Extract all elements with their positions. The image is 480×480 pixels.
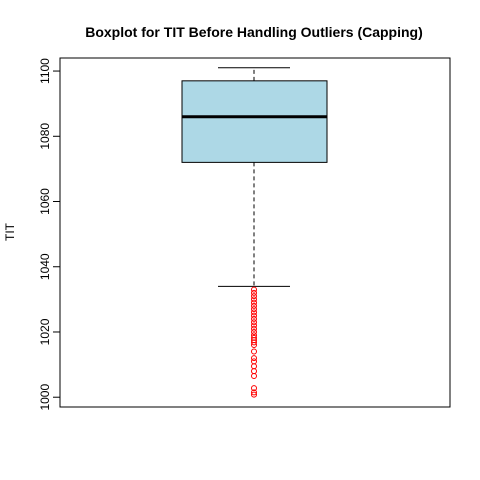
y-tick-label: 1020 (38, 318, 52, 345)
outlier-point (251, 319, 257, 326)
y-axis: 1000 1020 1040 1060 1080 1100 (38, 58, 61, 411)
chart-title: Boxplot for TIT Before Handling Outliers… (85, 24, 423, 40)
outlier-point (251, 373, 257, 380)
outlier-point (251, 309, 257, 316)
outlier-point (251, 299, 257, 306)
outlier-point (251, 293, 257, 300)
outlier-point (251, 391, 257, 398)
y-axis-label: TIT (3, 222, 17, 241)
y-tick-label: 1000 (38, 384, 52, 411)
outlier-point (251, 302, 257, 309)
outlier-point (251, 328, 257, 335)
outlier-point (251, 325, 257, 332)
outlier-point (251, 296, 257, 303)
outlier-point (251, 348, 257, 355)
y-tick-label: 1060 (38, 188, 52, 215)
outlier-point (251, 315, 257, 322)
y-tick-label: 1100 (38, 58, 52, 84)
box-group (181, 67, 328, 287)
outlier-point (251, 389, 257, 396)
outlier-point (251, 355, 257, 362)
outlier-point (251, 286, 257, 293)
outlier-point (251, 334, 257, 341)
outlier-point (251, 306, 257, 313)
outlier-point (251, 332, 257, 339)
outlier-point (251, 312, 257, 319)
y-tick-label: 1040 (38, 253, 52, 280)
outlier-point (251, 385, 257, 392)
outlier-point (251, 289, 257, 296)
outlier-point (251, 322, 257, 329)
outlier-point (251, 363, 257, 370)
iqr-box (181, 80, 328, 163)
outlier-point (251, 368, 257, 375)
y-tick-label: 1080 (38, 123, 52, 150)
outlier-points (251, 286, 257, 398)
outlier-point (251, 358, 257, 365)
